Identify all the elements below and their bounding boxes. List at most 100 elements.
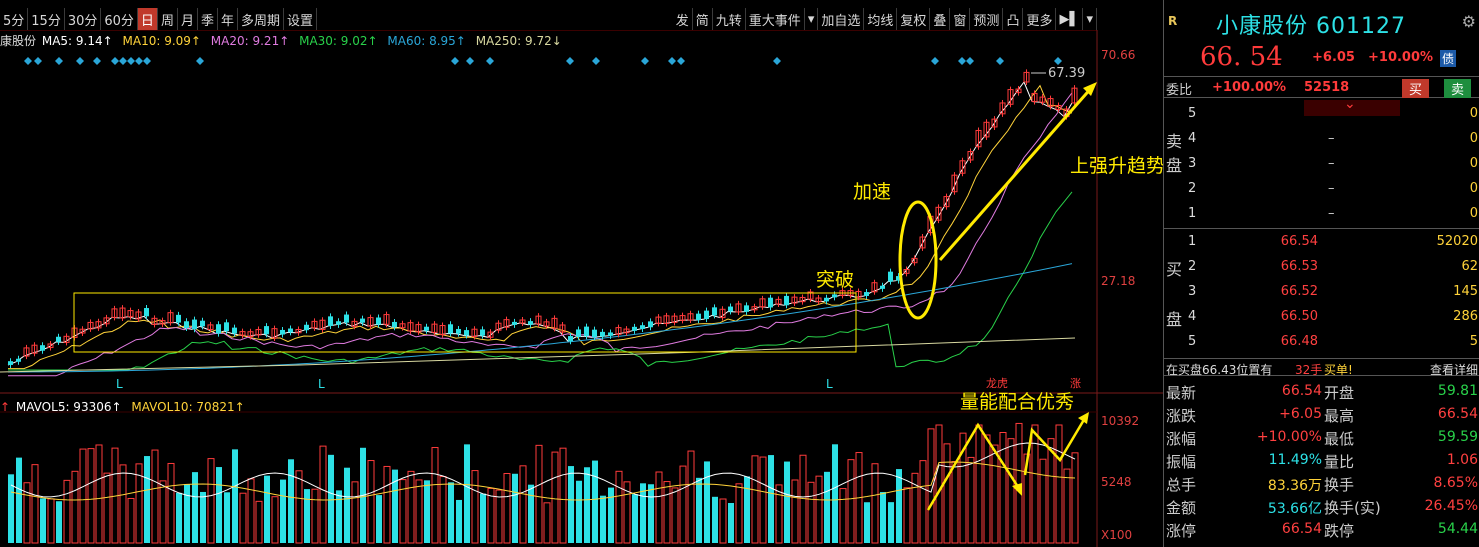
candle-body	[663, 315, 670, 325]
bid-level[interactable]: 1 66.54 52020	[1164, 230, 1479, 255]
period-tab[interactable]: 周	[158, 8, 178, 30]
collapse-tab[interactable]: ⌄	[1304, 96, 1400, 116]
candle-body	[1039, 96, 1046, 103]
period-tab[interactable]: 设置	[284, 8, 318, 30]
toolbar-button[interactable]: ▶▌	[1056, 8, 1084, 30]
candle-body	[640, 325, 645, 330]
volume-bar	[295, 470, 303, 544]
bid-price: 66.53	[1280, 259, 1318, 274]
buy-button[interactable]: 买	[1402, 79, 1430, 98]
period-tab[interactable]: 30分	[65, 8, 102, 30]
candle-body	[983, 121, 990, 138]
view-detail-link[interactable]: 查看详细	[1429, 363, 1478, 377]
volume-bar	[224, 492, 230, 543]
ask-volume: 0	[1469, 156, 1478, 171]
candle-body	[288, 328, 293, 333]
diamond-marker	[668, 57, 676, 65]
stat-value: +6.05	[1279, 406, 1322, 422]
stat-row: 振幅 11.49% 量比 1.06	[1164, 449, 1479, 472]
candle-body	[360, 318, 365, 323]
candle-body	[103, 317, 110, 325]
mavol10-line	[10, 461, 1076, 501]
ma-line	[8, 191, 1073, 371]
volume-bar	[95, 444, 103, 544]
candle-body	[415, 324, 422, 333]
period-tab[interactable]: 月	[178, 8, 198, 30]
stat-key: 最低	[1324, 430, 1355, 448]
period-tab[interactable]: 60分	[101, 8, 138, 30]
volume-bar	[728, 502, 734, 543]
sell-button[interactable]: 卖	[1444, 79, 1472, 98]
volume-bar	[576, 480, 582, 543]
volume-bar	[1031, 424, 1039, 544]
candle-body	[87, 321, 94, 330]
bid-volume: 5	[1469, 334, 1478, 349]
volume-bar	[376, 495, 382, 543]
toolbar-button[interactable]: 凸	[1003, 8, 1024, 30]
quote-title-bar: R 小康股份 601127 ⚙	[1164, 6, 1479, 39]
candle-body	[759, 298, 766, 308]
ask-level[interactable]: 4 – 0	[1164, 127, 1479, 152]
price-change: +6.05	[1312, 50, 1355, 65]
candle-body	[336, 321, 341, 325]
period-tab[interactable]: 季	[198, 8, 218, 30]
toolbar-button[interactable]: 更多	[1023, 8, 1057, 30]
candle-body	[151, 317, 158, 325]
mavol10-label: MAVOL10: 70821↑	[131, 400, 245, 414]
volume-bar	[719, 498, 727, 544]
bid-level[interactable]: 2 66.53 62	[1164, 255, 1479, 280]
volume-bar	[415, 479, 423, 544]
ask-level[interactable]: 2 – 0	[1164, 177, 1479, 202]
quote-stats: 最新 66.54 开盘 59.81 涨跌 +6.05 最高 66.54 涨幅 +10.00% 最低 5…	[1164, 380, 1479, 541]
bid-level[interactable]: 4 66.50 286	[1164, 305, 1479, 330]
volume-bar	[176, 492, 182, 543]
candle-body	[608, 332, 613, 336]
kline-chart[interactable]: 67.39 加速 突破 上强升趋势 量能配合优秀 龙虎 涨 L L L	[0, 0, 1163, 547]
volume-bar	[615, 470, 623, 544]
candle-body	[696, 313, 701, 321]
candle-body	[424, 326, 429, 331]
period-tab[interactable]: 年	[218, 8, 238, 30]
bond-badge[interactable]: 债	[1440, 50, 1457, 67]
diamond-marker	[135, 57, 143, 65]
ask-level[interactable]: 1 – 0	[1164, 202, 1479, 227]
toolbar-button[interactable]: 叠	[930, 8, 951, 30]
toolbar-button[interactable]: 重大事件	[746, 8, 805, 30]
volume-bar	[471, 470, 479, 544]
toolbar-button[interactable]: 加自选	[818, 8, 865, 30]
candle-body	[1071, 87, 1078, 104]
candle-body	[200, 320, 205, 327]
volume-bar	[951, 461, 959, 544]
ask-level[interactable]: 3 – 0	[1164, 152, 1479, 177]
bid-level[interactable]: 3 66.52 145	[1164, 280, 1479, 305]
toolbar-button[interactable]: 发	[673, 8, 693, 30]
ask-book: 5 0 4–0 3–0 2–0 1–0	[1164, 102, 1479, 227]
volume-bar	[135, 463, 143, 544]
toolbar-button[interactable]: 复权	[897, 8, 931, 30]
toolbar-button[interactable]: ▾	[805, 8, 819, 30]
period-tab[interactable]: 多周期	[238, 8, 285, 30]
toolbar-button[interactable]: ▾	[1083, 8, 1097, 30]
gear-icon[interactable]: ⚙	[1461, 12, 1476, 31]
toolbar-button[interactable]: 简	[693, 8, 713, 30]
bid-level[interactable]: 5 66.48 5	[1164, 330, 1479, 355]
candle-body	[768, 297, 773, 308]
period-tab[interactable]: 15分	[28, 8, 65, 30]
candle-body	[159, 320, 166, 325]
period-tab[interactable]: 5分	[0, 8, 29, 30]
volume-bar	[1055, 424, 1063, 544]
diamond-marker	[996, 57, 1004, 65]
candle-body	[399, 323, 406, 329]
volume-bar	[744, 476, 750, 543]
toolbar-button[interactable]: 均线	[864, 8, 898, 30]
price-change-pct: +10.00%	[1368, 50, 1434, 65]
price-axis-top: 70.66	[1101, 48, 1136, 62]
period-tab[interactable]: 日	[137, 8, 158, 30]
stat-key: 换手	[1324, 476, 1355, 494]
toolbar-button[interactable]: 九转	[713, 8, 746, 30]
toolbar-button[interactable]: 预测	[970, 8, 1004, 30]
stat-value: 59.59	[1437, 429, 1478, 445]
toolbar-button[interactable]: 窗	[950, 8, 971, 30]
candle-body	[23, 347, 30, 357]
